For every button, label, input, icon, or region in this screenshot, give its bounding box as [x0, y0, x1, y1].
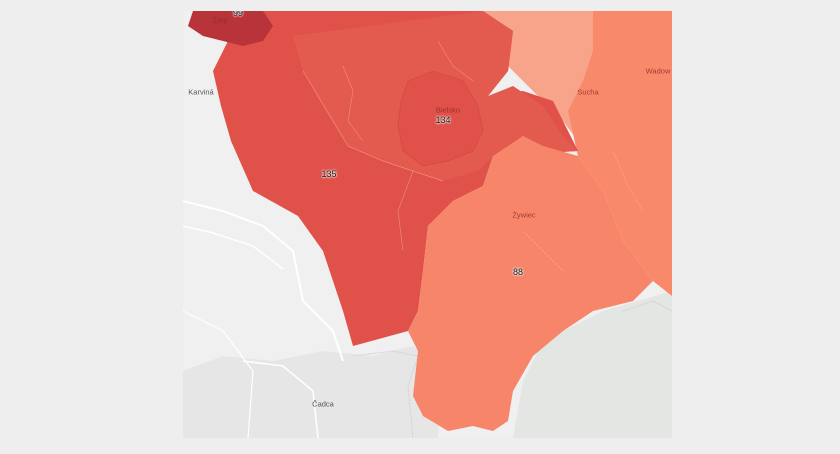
municipal-boundary: [397, 170, 414, 252]
choropleth-map: [183, 11, 672, 438]
region-orange[interactable]: [568, 11, 672, 296]
region-value-label: 99: [232, 11, 244, 18]
country-border: [622, 300, 672, 312]
municipal-boundary: [612, 150, 644, 212]
hills-shading-southeast: [513, 291, 672, 438]
municipal-boundary: [302, 70, 444, 182]
region-zywiec-county[interactable]: [408, 136, 653, 431]
municipal-boundary: [522, 230, 564, 272]
region-bielsko-city[interactable]: [397, 70, 484, 167]
country-border: [352, 350, 419, 438]
road: [183, 200, 344, 362]
municipal-boundary: [437, 40, 474, 82]
road: [183, 310, 254, 438]
place-label-sucha: Sucha: [577, 87, 599, 97]
map-canvas[interactable]: 99 134 135 88 Karviná Čadca Bielsko Żywi…: [183, 11, 672, 438]
place-label-karvina: Karviná: [188, 87, 214, 97]
place-label-zywiec: Żywiec: [512, 210, 536, 220]
municipal-boundary: [342, 65, 364, 142]
road: [242, 360, 319, 438]
road: [183, 225, 284, 270]
region-dark-red[interactable]: [188, 11, 273, 46]
region-value-label: 134: [435, 115, 451, 125]
place-label-cadca: Čadca: [312, 399, 334, 409]
place-label-bielsko: Bielsko: [435, 105, 461, 115]
place-label-zory: Żory: [212, 15, 228, 25]
region-value-label: 135: [321, 169, 337, 179]
region-value-label: 88: [512, 267, 524, 277]
place-label-wadow: Wadow: [645, 66, 671, 76]
